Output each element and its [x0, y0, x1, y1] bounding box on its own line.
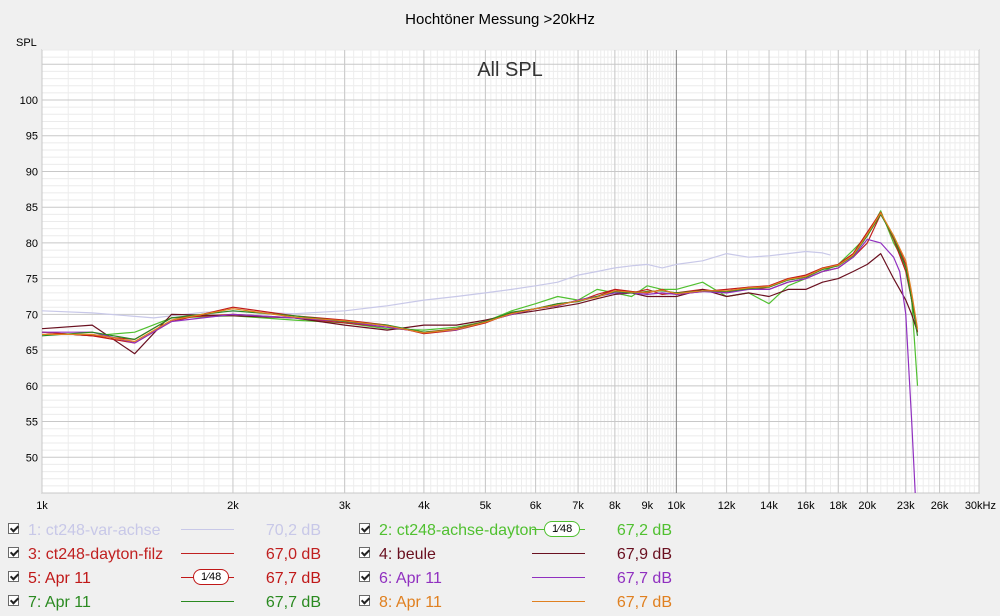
legend-entry[interactable]: 4: beule 67,9 dB — [357, 544, 697, 564]
y-tick-labels: 50 55 60 65 70 75 80 85 90 95 100 — [20, 95, 38, 464]
legend-line-swatch — [181, 553, 234, 554]
legend-series-name: 7: Apr 11 — [28, 594, 91, 611]
legend-smoothing-badge: 1⁄48 — [544, 521, 581, 537]
y-tick-label: 85 — [26, 202, 38, 214]
legend-value: 67,7 dB — [265, 570, 321, 587]
x-tick-label: 6k — [530, 500, 542, 512]
x-tick-label: 10k — [667, 500, 685, 512]
legend-entry[interactable]: 6: Apr 11 67,7 dB — [357, 568, 697, 588]
legend-entry[interactable]: 7: Apr 11 67,7 dB — [6, 592, 346, 612]
y-tick-label: 70 — [26, 309, 38, 321]
series-line — [42, 212, 919, 343]
legend-checkbox[interactable] — [8, 595, 19, 606]
legend-value: 67,7 dB — [265, 594, 321, 611]
minor-grid — [42, 49, 979, 493]
legend-value: 67,0 dB — [265, 546, 321, 563]
legend-series-name: 6: Apr 11 — [379, 570, 442, 587]
x-tick-label: 4k — [418, 500, 430, 512]
y-tick-label: 100 — [20, 95, 38, 107]
legend-entry[interactable]: 3: ct248-dayton-filz 67,0 dB — [6, 544, 346, 564]
x-tick-label: 12k — [718, 500, 736, 512]
legend-value: 67,7 dB — [616, 594, 672, 611]
x-tick-label: 23k — [897, 500, 915, 512]
legend-value: 67,9 dB — [616, 546, 672, 563]
legend-value: 67,2 dB — [616, 522, 672, 539]
legend-smoothing-badge: 1⁄48 — [193, 569, 230, 585]
legend-line-swatch — [181, 529, 234, 530]
x-tick-label: 26k — [931, 500, 949, 512]
legend-series-name: 8: Apr 11 — [379, 594, 442, 611]
legend-entry[interactable]: 8: Apr 11 67,7 dB — [357, 592, 697, 612]
x-tick-label: 1k — [36, 500, 48, 512]
legend-checkbox[interactable] — [359, 547, 370, 558]
legend-checkbox[interactable] — [8, 523, 19, 534]
x-tick-label: 5k — [480, 500, 492, 512]
legend-entry[interactable]: 5: Apr 11 1⁄48 67,7 dB — [6, 568, 346, 588]
x-tick-label: 9k — [642, 500, 654, 512]
legend-series-name: 2: ct248-achse-dayton — [379, 522, 538, 539]
legend-checkbox[interactable] — [359, 571, 370, 582]
legend-line-swatch — [532, 553, 585, 554]
legend-checkbox[interactable] — [359, 595, 370, 606]
x-tick-label: 2k — [227, 500, 239, 512]
y-tick-label: 50 — [26, 452, 38, 464]
y-tick-label: 65 — [26, 345, 38, 357]
x-tick-labels: 1k 2k 3k 4k 5k 6k 7k 8k 9k 10k 12k 14k 16k 18k 20k 23k 2… — [36, 500, 996, 512]
x-tick-label: 30kHz — [965, 500, 996, 512]
series-line — [41, 253, 919, 355]
overlay-label: All SPL — [477, 59, 543, 81]
legend-series-name: 1: ct248-var-achse — [28, 522, 161, 539]
x-tick-label: 7k — [572, 500, 584, 512]
y-tick-label: 55 — [26, 417, 38, 429]
y-tick-label: 60 — [26, 381, 38, 393]
legend-value: 70,2 dB — [265, 522, 321, 539]
legend-line-swatch — [532, 577, 585, 578]
x-tick-label: 16k — [797, 500, 815, 512]
x-tick-label: 8k — [609, 500, 621, 512]
chart-title: Hochtöner Messung >20kHz — [405, 11, 595, 28]
x-tick-label: 20k — [858, 500, 876, 512]
y-tick-label: 95 — [26, 131, 38, 143]
legend-line-swatch — [181, 601, 234, 602]
legend-series-name: 5: Apr 11 — [28, 570, 91, 587]
legend-checkbox[interactable] — [359, 523, 370, 534]
x-tick-label: 14k — [760, 500, 778, 512]
legend-entry[interactable]: 2: ct248-achse-dayton 1⁄48 67,2 dB — [357, 520, 697, 540]
y-tick-label: 90 — [26, 166, 38, 178]
legend-entry[interactable]: 1: ct248-var-achse 70,2 dB — [6, 520, 346, 540]
legend-value: 67,7 dB — [616, 570, 672, 587]
series-lines — [41, 210, 919, 494]
y-axis-label: SPL — [16, 37, 37, 49]
y-tick-label: 80 — [26, 238, 38, 250]
x-tick-label: 18k — [829, 500, 847, 512]
legend-checkbox[interactable] — [8, 571, 19, 582]
legend-line-swatch — [532, 601, 585, 602]
legend-series-name: 4: beule — [379, 546, 436, 563]
legend-checkbox[interactable] — [8, 547, 19, 558]
legend-series-name: 3: ct248-dayton-filz — [28, 546, 164, 563]
y-tick-label: 75 — [26, 274, 38, 286]
x-tick-label: 3k — [339, 500, 351, 512]
